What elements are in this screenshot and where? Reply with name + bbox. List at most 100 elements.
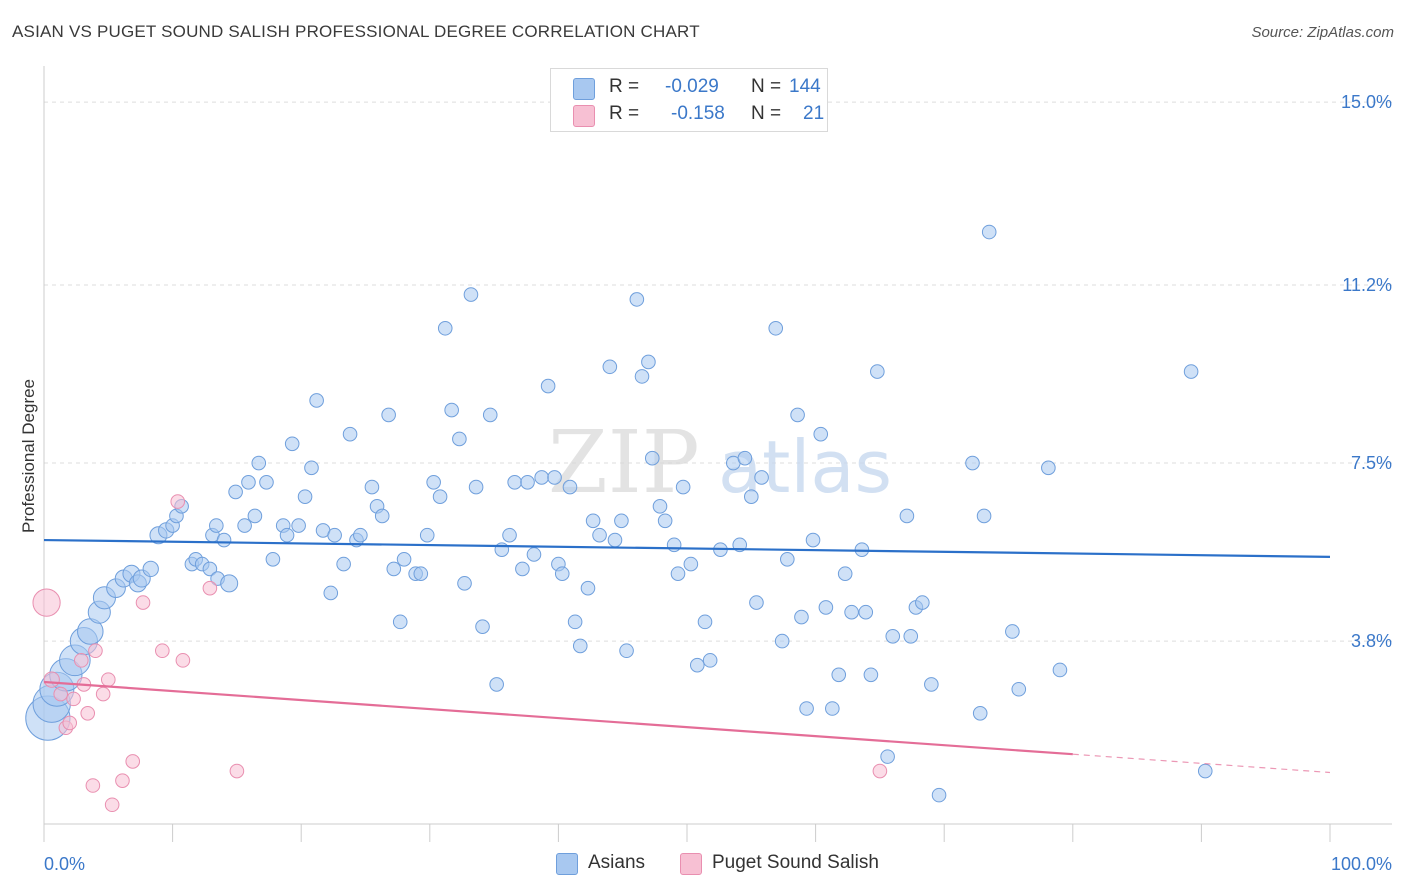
salish-point	[88, 643, 103, 659]
asian-point	[813, 426, 829, 442]
asian-point	[567, 614, 583, 630]
asian-point	[241, 474, 256, 490]
asian-point	[675, 479, 691, 495]
asian-point	[1011, 681, 1027, 697]
trend-lines	[43, 538, 1331, 774]
x-tick-labels: 0.0% 100.0%	[44, 854, 1392, 874]
asian-point	[396, 551, 412, 567]
y-tick-label: 3.8%	[1351, 631, 1392, 651]
asian-point	[602, 359, 618, 375]
salish-point	[53, 686, 69, 702]
asian-point	[323, 585, 339, 601]
asian-points	[25, 224, 1213, 803]
asian-point	[342, 426, 358, 442]
asian-point	[463, 287, 479, 302]
asian-point	[309, 393, 324, 408]
asian-point	[237, 518, 252, 533]
legend-swatch-salish	[573, 105, 595, 127]
asian-point	[592, 527, 607, 543]
asian-point	[247, 508, 263, 524]
legend-n-value: 21	[803, 103, 825, 124]
asian-point	[981, 224, 997, 240]
legend-n-label: N =	[751, 103, 782, 124]
bottom-legend-swatch-salish	[680, 853, 702, 875]
asian-point	[683, 556, 699, 572]
asian-point	[304, 460, 319, 476]
asian-trend-line	[43, 538, 1331, 558]
asian-point	[419, 527, 435, 543]
watermark-zip: ZIP	[548, 413, 700, 513]
legend-r-label: R =	[609, 103, 640, 124]
asian-point	[885, 628, 901, 644]
salish-point	[32, 588, 61, 617]
asian-point	[502, 527, 517, 543]
asian-point	[780, 551, 795, 567]
salish-point	[95, 686, 111, 702]
asian-point	[965, 455, 980, 471]
asian-point	[572, 638, 588, 654]
asian-point	[507, 474, 522, 490]
asian-point	[515, 561, 530, 577]
asian-point	[259, 474, 274, 490]
asian-point	[607, 532, 623, 548]
asian-point	[432, 489, 448, 505]
asian-point	[381, 407, 396, 423]
salish-trend-extension	[1072, 753, 1331, 774]
asian-point	[1183, 364, 1199, 379]
stats-legend: R = -0.029 N = 144 R = -0.158 N = 21	[550, 68, 828, 132]
asian-point	[1052, 662, 1068, 678]
asian-point	[880, 749, 895, 764]
asian-point	[444, 402, 459, 418]
asian-point	[1041, 460, 1056, 476]
asian-point	[457, 576, 472, 591]
asian-point	[737, 450, 753, 466]
asian-point	[585, 513, 601, 529]
salish-point	[135, 595, 151, 610]
salish-point	[62, 715, 78, 731]
asian-point	[858, 604, 874, 620]
salish-point	[101, 672, 116, 687]
legend-r-value: -0.158	[671, 103, 725, 124]
asian-point	[774, 633, 790, 649]
asian-point	[697, 614, 713, 630]
salish-point	[104, 797, 120, 813]
asian-point	[209, 518, 224, 533]
asian-point	[863, 667, 879, 683]
asian-point	[251, 455, 267, 471]
salish-point	[80, 706, 96, 721]
bottom-legend-label-asians: Asians	[588, 852, 646, 873]
bottom-legend-swatch-asians	[556, 853, 578, 875]
legend-n-label: N =	[751, 76, 782, 97]
asian-point	[1197, 763, 1213, 779]
salish-trend-line	[43, 680, 1073, 756]
asian-point	[831, 667, 847, 683]
salish-point	[229, 763, 245, 779]
asian-point	[426, 474, 441, 490]
asian-point	[870, 364, 885, 379]
asian-point	[216, 532, 232, 548]
x-tick-label: 0.0%	[44, 854, 85, 874]
asian-point	[754, 470, 769, 485]
asian-point	[540, 378, 556, 394]
y-tick-label: 7.5%	[1351, 453, 1392, 473]
asian-point	[374, 508, 390, 524]
legend-n-value: 144	[789, 76, 821, 97]
asian-point	[1005, 624, 1020, 639]
asian-point	[818, 600, 834, 615]
asian-point	[468, 479, 484, 495]
asian-point	[837, 566, 853, 582]
asian-point	[386, 561, 402, 577]
asian-point	[364, 479, 380, 495]
legend-r-value: -0.029	[665, 76, 719, 97]
y-tick-label: 11.2%	[1342, 275, 1392, 295]
asian-point	[284, 436, 300, 452]
asian-point	[534, 470, 549, 485]
source-note: Source: ZipAtlas.com	[1251, 24, 1394, 41]
asian-point	[437, 320, 453, 336]
asian-point	[327, 527, 342, 543]
asian-point	[392, 614, 408, 630]
gridlines	[44, 101, 1392, 642]
asian-point	[297, 489, 313, 505]
asian-point	[825, 701, 840, 716]
